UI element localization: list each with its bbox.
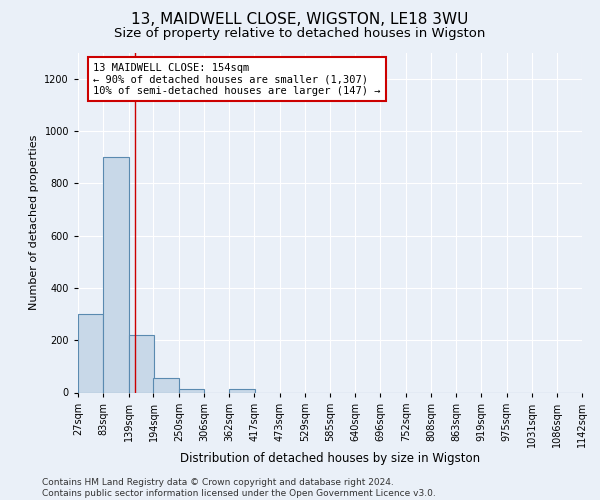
Bar bbox=[103, 157, 128, 392]
Bar bbox=[78, 314, 103, 392]
Text: Size of property relative to detached houses in Wigston: Size of property relative to detached ho… bbox=[115, 28, 485, 40]
Y-axis label: Number of detached properties: Number of detached properties bbox=[29, 135, 39, 310]
Bar bbox=[154, 378, 179, 392]
Bar bbox=[229, 389, 255, 392]
X-axis label: Distribution of detached houses by size in Wigston: Distribution of detached houses by size … bbox=[180, 452, 480, 466]
Bar bbox=[179, 389, 204, 392]
Text: 13 MAIDWELL CLOSE: 154sqm
← 90% of detached houses are smaller (1,307)
10% of se: 13 MAIDWELL CLOSE: 154sqm ← 90% of detac… bbox=[93, 62, 380, 96]
Bar bbox=[128, 335, 154, 392]
Text: 13, MAIDWELL CLOSE, WIGSTON, LE18 3WU: 13, MAIDWELL CLOSE, WIGSTON, LE18 3WU bbox=[131, 12, 469, 28]
Text: Contains HM Land Registry data © Crown copyright and database right 2024.
Contai: Contains HM Land Registry data © Crown c… bbox=[42, 478, 436, 498]
